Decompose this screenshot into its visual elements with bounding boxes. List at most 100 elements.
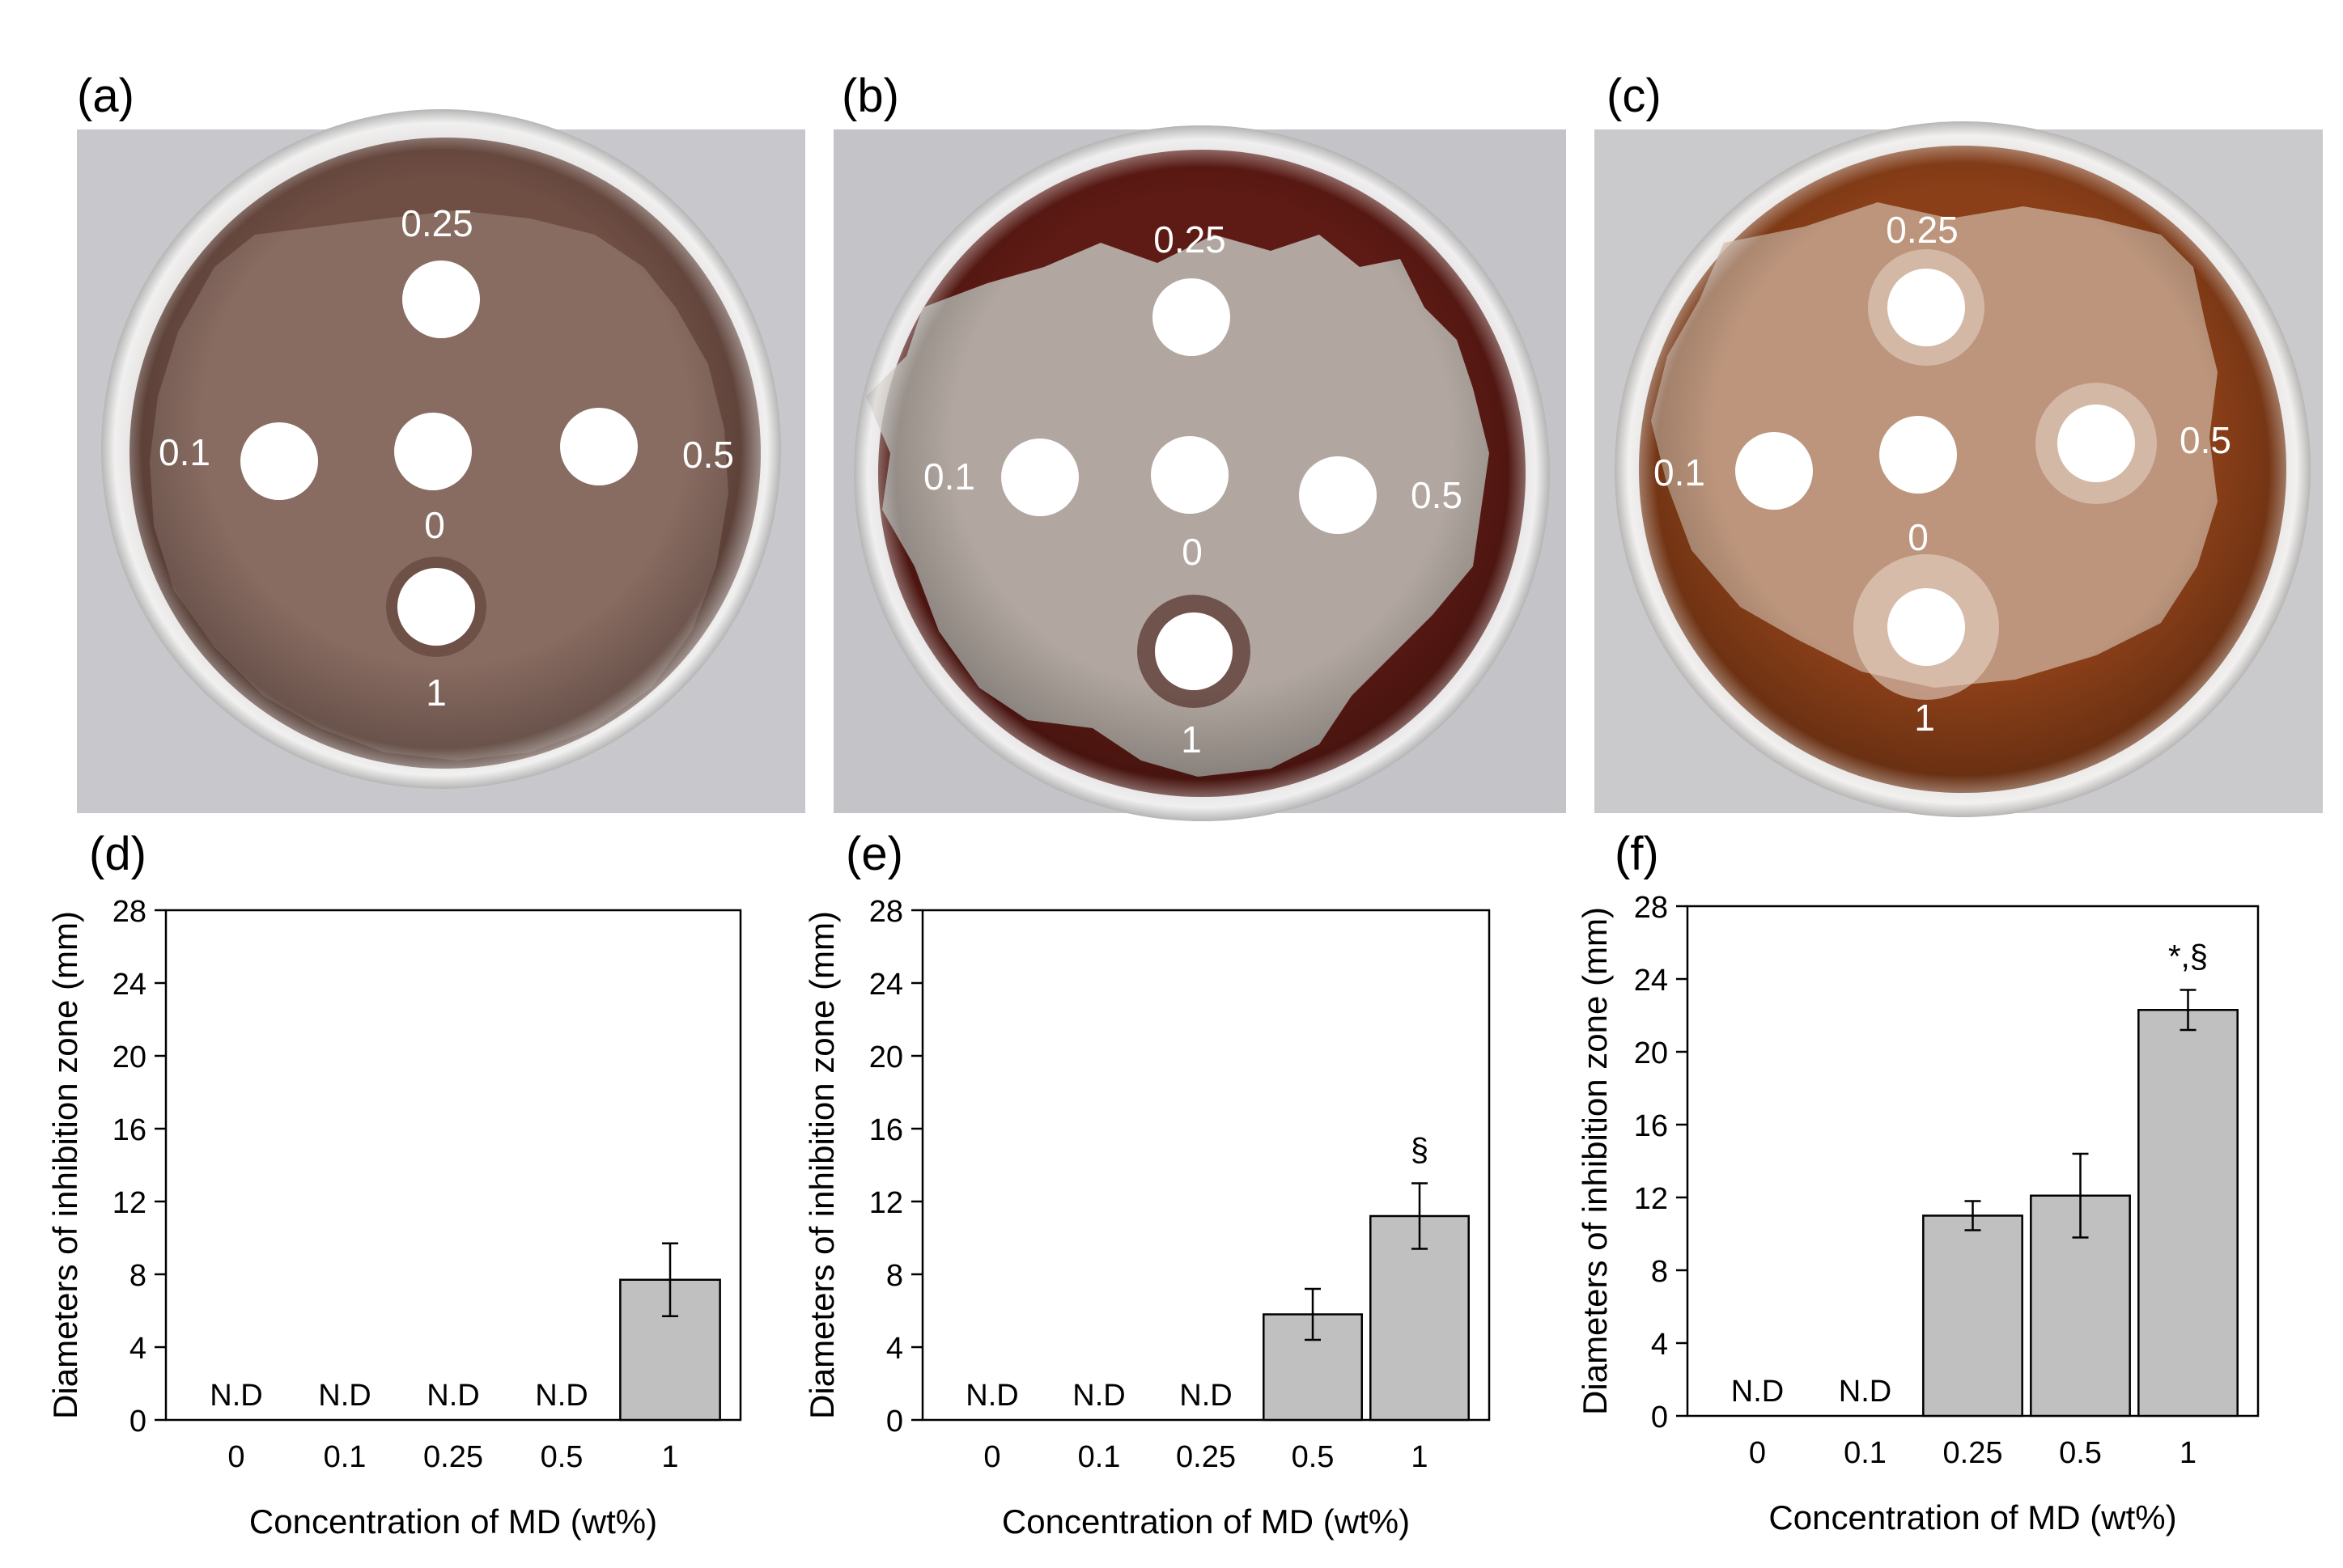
disc-label-0.5: 0.5 xyxy=(682,434,734,476)
y-tick-label: 28 xyxy=(112,895,146,929)
bar xyxy=(1922,1214,2023,1418)
y-tick-label: 8 xyxy=(886,1259,903,1293)
plate-photo-b: 0.25 0.1 0 0.5 1 xyxy=(834,125,1566,821)
disc-0.25 xyxy=(402,261,480,338)
panel-label-a: (a) xyxy=(77,70,134,122)
y-tick-label: 4 xyxy=(886,1332,903,1366)
nd-label: N.D xyxy=(427,1379,479,1413)
y-axis-label: Diameters of inhibition zone (mm) xyxy=(803,911,841,1419)
y-tick-label: 0 xyxy=(1651,1401,1668,1435)
nd-label: N.D xyxy=(1839,1375,1891,1409)
panel-label-b: (b) xyxy=(842,70,899,122)
x-tick-label: 0 xyxy=(1749,1436,1766,1470)
nd-label: N.D xyxy=(1731,1375,1784,1409)
x-tick-label: 0.1 xyxy=(324,1440,367,1474)
nd-label: N.D xyxy=(1072,1379,1125,1413)
disc-label-0.25: 0.25 xyxy=(1153,218,1226,261)
x-tick-label: 0.5 xyxy=(1292,1440,1335,1474)
plate-photo-a: 0.25 0.1 0 0.5 1 xyxy=(77,109,805,813)
x-axis-label: Concentration of MD (wt%) xyxy=(1768,1498,2176,1536)
y-tick-label: 0 xyxy=(129,1405,146,1439)
y-tick-label: 20 xyxy=(112,1040,146,1074)
significance-label: *,§ xyxy=(2168,939,2208,975)
x-tick-label: 0.5 xyxy=(541,1440,584,1474)
disc-0.5 xyxy=(560,408,638,485)
y-axis-label: Diameters of inhibition zone (mm) xyxy=(46,911,84,1419)
disc-label-1: 1 xyxy=(1181,718,1202,761)
x-tick-label: 1 xyxy=(2180,1436,2197,1470)
y-tick-label: 24 xyxy=(112,968,146,1002)
disc-label-0.1: 0.1 xyxy=(159,431,210,473)
disc-1 xyxy=(1155,612,1233,690)
disc-label-0.5: 0.5 xyxy=(1411,474,1462,516)
disc-label-0.1: 0.1 xyxy=(1653,451,1705,494)
y-tick-label: 12 xyxy=(1634,1182,1668,1216)
y-tick-label: 28 xyxy=(1634,891,1668,925)
x-tick-label: 1 xyxy=(661,1440,678,1474)
y-tick-label: 0 xyxy=(886,1405,903,1439)
disc-label-1: 1 xyxy=(1914,697,1935,739)
x-tick-label: 0.5 xyxy=(2059,1436,2102,1470)
y-tick-label: 20 xyxy=(1634,1036,1668,1070)
x-tick-label: 0.1 xyxy=(1078,1440,1121,1474)
disc-label-0.25: 0.25 xyxy=(401,202,473,244)
nd-label: N.D xyxy=(1179,1379,1232,1413)
disc-0 xyxy=(1879,416,1957,494)
y-tick-label: 8 xyxy=(1651,1255,1668,1289)
disc-0.1 xyxy=(1735,432,1813,510)
y-tick-label: 24 xyxy=(869,968,903,1002)
disc-0.5 xyxy=(1299,456,1377,534)
y-tick-label: 4 xyxy=(129,1332,146,1366)
panel-label: (d) xyxy=(89,828,146,880)
x-tick-label: 0.25 xyxy=(1176,1440,1236,1474)
x-tick-label: 1 xyxy=(1411,1440,1428,1474)
nd-label: N.D xyxy=(318,1379,371,1413)
y-tick-label: 12 xyxy=(869,1186,903,1220)
bar xyxy=(2137,1009,2239,1418)
disc-label-0.5: 0.5 xyxy=(2180,419,2231,461)
disc-label-0: 0 xyxy=(1908,516,1929,558)
disc-label-0: 0 xyxy=(424,504,445,546)
disc-label-1: 1 xyxy=(426,672,447,714)
x-tick-label: 0 xyxy=(227,1440,244,1474)
disc-0 xyxy=(1151,436,1229,514)
bar xyxy=(1369,1214,1470,1422)
nd-label: N.D xyxy=(535,1379,588,1413)
x-tick-label: 0.25 xyxy=(1943,1436,2003,1470)
petri-dish-gloss xyxy=(1615,121,2311,817)
disc-0.1 xyxy=(1001,439,1079,516)
panel-label: (f) xyxy=(1615,828,1659,880)
nd-label: N.D xyxy=(210,1379,262,1413)
x-axis-label: Concentration of MD (wt%) xyxy=(1002,1502,1410,1540)
y-tick-label: 12 xyxy=(112,1186,146,1220)
disc-1 xyxy=(397,568,475,646)
y-tick-label: 24 xyxy=(1634,964,1668,998)
y-axis-label: Diameters of inhibition zone (mm) xyxy=(1576,907,1614,1415)
disc-1 xyxy=(1887,588,1965,666)
y-tick-label: 4 xyxy=(1651,1328,1668,1362)
plate-photo-c: 0.25 0.1 0 0.5 1 xyxy=(1594,121,2323,817)
panel-label-c: (c) xyxy=(1607,70,1662,122)
disc-0.5 xyxy=(2057,405,2135,482)
disc-label-0.25: 0.25 xyxy=(1886,209,1959,251)
bar-chart-d: (d) 0 4 8 12 16 20 24 28 N.D 0 N.D 0.1 N.D 0.25 N.D 0.5 1… xyxy=(46,828,742,1540)
y-tick-label: 16 xyxy=(1634,1109,1668,1143)
bar-chart-f: (f) 0 4 8 12 16 20 24 28 N.D 0 N.D 0.1 0.25 0.5 *,§ 1Con… xyxy=(1576,828,2260,1536)
x-tick-label: 0 xyxy=(983,1440,1000,1474)
y-tick-label: 16 xyxy=(112,1113,146,1147)
disc-0 xyxy=(394,413,472,490)
x-tick-label: 0.1 xyxy=(1844,1436,1887,1470)
significance-label: § xyxy=(1411,1133,1428,1168)
nd-label: N.D xyxy=(966,1379,1018,1413)
disc-0.25 xyxy=(1152,278,1230,356)
bar-chart-e: (e) 0 4 8 12 16 20 24 28 N.D 0 N.D 0.1 N.D 0.25 0.5 § 1Co… xyxy=(803,828,1491,1540)
x-tick-label: 0.25 xyxy=(423,1440,483,1474)
y-tick-label: 16 xyxy=(869,1113,903,1147)
disc-0.1 xyxy=(240,422,318,500)
disc-label-0.1: 0.1 xyxy=(923,456,975,498)
y-tick-label: 28 xyxy=(869,895,903,929)
y-tick-label: 20 xyxy=(869,1040,903,1074)
panel-label: (e) xyxy=(846,828,903,880)
y-tick-label: 8 xyxy=(129,1259,146,1293)
